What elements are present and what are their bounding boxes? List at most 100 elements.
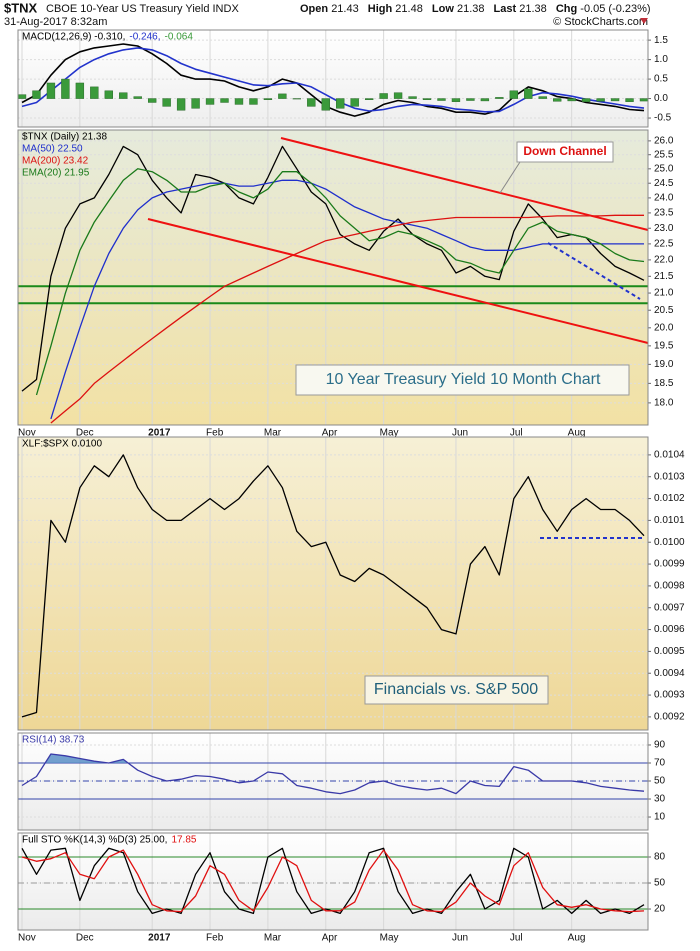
down-triangle: [640, 18, 648, 24]
y-tick-label: 0.0104: [654, 450, 685, 461]
y-tick-label: 23.5: [654, 208, 674, 219]
histogram-bar: [509, 90, 519, 99]
y-tick-label: 50: [654, 776, 666, 787]
histogram-bar: [176, 98, 186, 111]
legend-entry: MACD(12,26,9) -0.310,: [22, 32, 125, 43]
y-tick-label: 70: [654, 758, 666, 769]
quote-value: 21.38: [457, 3, 485, 15]
series-layer: [21, 145, 645, 424]
plot-layer: 1.5 1.0 0.5 0.0 -0.5 MACD(12,26,9) -0.310, -0.…: [18, 30, 685, 944]
panel-frame: [17, 29, 649, 128]
y-tick-label: -0.5: [654, 113, 672, 124]
x-tick-label: Apr: [322, 933, 338, 944]
x-tick-label: Aug: [568, 428, 586, 439]
histogram-bar: [480, 98, 490, 102]
series-layer: [18, 43, 648, 117]
histogram-bar: [220, 98, 229, 103]
histogram-bar: [321, 98, 330, 111]
histogram-bar: [610, 98, 620, 102]
y-tick-label: 24.0: [654, 193, 674, 204]
y-tick-label: 0.0096: [654, 624, 685, 635]
annotation: 10 Year Treasury Yield 10 Month Chart: [326, 371, 601, 388]
histogram-bar: [205, 98, 215, 105]
quote-label: Last: [494, 3, 517, 15]
panel-background: [18, 833, 648, 930]
x-tick-label: 2017: [148, 933, 171, 944]
histogram-bar: [147, 98, 157, 103]
series-line: [50, 179, 644, 420]
series-layer: [21, 847, 645, 915]
y-tick-label: 0.0102: [654, 493, 685, 504]
quote-value: 21.48: [395, 3, 423, 15]
y-tick-label: 18.5: [654, 378, 674, 389]
panel-frame: [17, 832, 649, 931]
histogram-bar: [46, 82, 56, 99]
x-tick-label: Mar: [264, 428, 282, 439]
y-tick-label: 0.0092: [654, 712, 685, 723]
x-tick-label: Nov: [18, 428, 36, 439]
y-tick-label: 0.5: [654, 74, 668, 85]
channel-line: [280, 137, 649, 231]
quote-label: High: [368, 3, 393, 15]
y-tick-label: 0.0094: [654, 668, 685, 679]
credit: © StockCharts.com: [553, 16, 648, 28]
channel-line: [147, 218, 649, 344]
x-tick-label: Jun: [452, 933, 468, 944]
histogram-bar: [422, 98, 432, 100]
histogram-bar: [133, 96, 142, 99]
quote-label: Low: [432, 3, 454, 15]
legend-entry: Full STO %K(14,3) %D(3) 25.00,: [22, 835, 167, 846]
histogram-bar: [364, 98, 374, 100]
y-tick-label: 21.0: [654, 288, 674, 299]
histogram-bar: [567, 98, 576, 102]
y-tick-label: 25.0: [654, 163, 674, 174]
y-tick-label: 20.0: [654, 322, 674, 333]
quote: Open 21.43 High 21.48 Low 21.38 Last 21.…: [300, 3, 651, 15]
y-tick-label: 24.5: [654, 178, 674, 189]
y-tick-label: 22.0: [654, 255, 674, 266]
histogram-bar: [538, 96, 547, 99]
legend-entry: -0.064: [165, 32, 194, 43]
histogram-bar: [379, 93, 388, 99]
histogram-bar: [32, 90, 41, 99]
histogram-bar: [278, 93, 287, 99]
x-tick-label: Dec: [76, 428, 94, 439]
y-tick-label: 90: [654, 740, 666, 751]
y-tick-label: 0.0095: [654, 646, 685, 657]
histogram-bar: [408, 96, 417, 99]
histogram-bar: [393, 92, 403, 99]
quote-label: Open: [300, 3, 328, 15]
callout-line: [499, 161, 521, 194]
panel-frame: [17, 129, 649, 426]
x-tick-label: Aug: [568, 933, 586, 944]
annotation: Financials vs. S&P 500: [374, 681, 538, 698]
annotation-box: [364, 675, 549, 705]
y-tick-label: 50: [654, 878, 666, 889]
series-line: [21, 43, 645, 117]
histogram-bar: [61, 78, 70, 99]
x-tick-label: Mar: [264, 933, 282, 944]
x-tick-label: Feb: [206, 933, 224, 944]
quote-value: -0.05 (-0.23%): [580, 3, 650, 15]
support-line: [547, 242, 641, 300]
histogram-bar: [191, 98, 200, 109]
annotation: Down Channel: [523, 144, 606, 158]
legend-entry: -0.246,: [129, 32, 160, 43]
panel-frame: [17, 732, 649, 831]
series-layer: [21, 753, 645, 795]
x-tick-label: Jul: [510, 428, 523, 439]
histogram-bar: [249, 98, 258, 105]
histogram-bar: [495, 97, 504, 99]
x-tick-label: May: [380, 933, 399, 944]
y-tick-label: 20: [654, 904, 666, 915]
histogram-bar: [75, 82, 85, 99]
histogram-bar: [119, 92, 128, 99]
symbol: $TNX: [4, 0, 38, 15]
y-tick-label: 0.0098: [654, 581, 685, 592]
histogram-bar: [437, 98, 446, 101]
histogram-bar: [466, 98, 475, 101]
callout-box: [516, 141, 614, 163]
series-layer: [21, 454, 645, 718]
histogram-bar: [292, 98, 302, 100]
